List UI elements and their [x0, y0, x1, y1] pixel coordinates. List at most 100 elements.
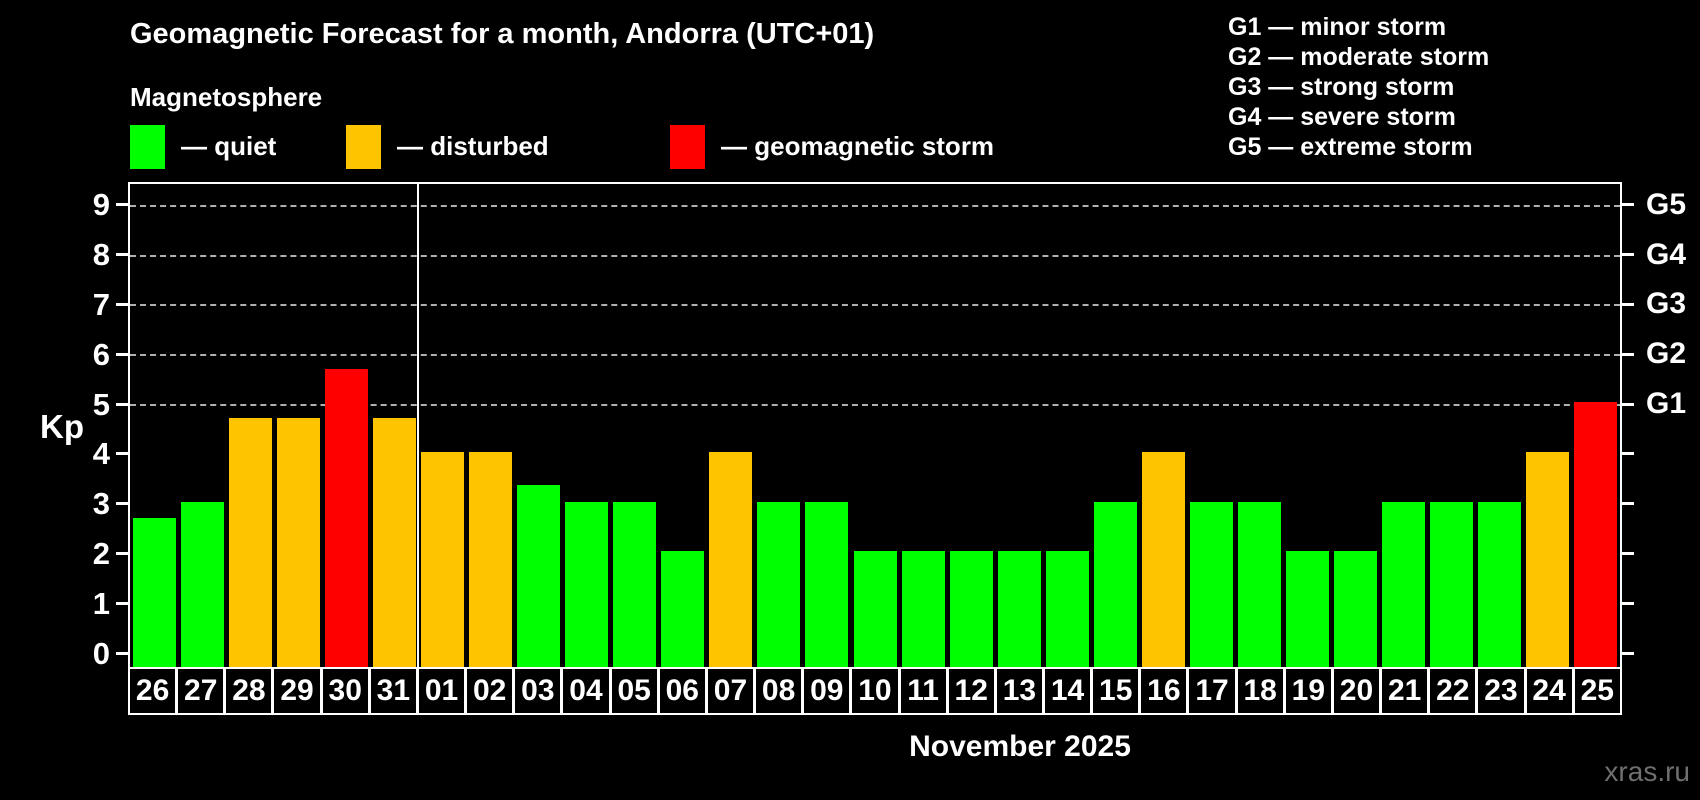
- g-axis-label-G4: G4: [1646, 237, 1687, 271]
- date-cell-16: 16: [1138, 669, 1186, 713]
- y-axis-label-6: 6: [92, 336, 110, 372]
- legend-item-disturbed: — disturbed: [346, 124, 549, 169]
- legend-disturbed-label: — disturbed: [397, 131, 549, 161]
- kp-bar-22: [1430, 501, 1474, 667]
- date-cell-01: 01: [415, 669, 464, 713]
- y-axis-label-8: 8: [92, 237, 110, 273]
- date-cell-02: 02: [464, 669, 512, 713]
- kp-bar-23: [1478, 501, 1522, 667]
- kp-bar-31: [372, 418, 416, 667]
- date-cell-18: 18: [1234, 669, 1283, 713]
- y-axis-tick-7: [116, 302, 128, 306]
- y-axis-label-0: 0: [92, 635, 110, 671]
- kp-bar-10: [853, 551, 897, 667]
- right-axis-tick-7: [1622, 302, 1634, 306]
- kp-bar-25: [1574, 402, 1618, 667]
- y-axis-tick-4: [116, 452, 128, 456]
- g-axis-label-G3: G3: [1646, 287, 1687, 321]
- date-cell-29: 29: [271, 669, 319, 713]
- kp-bar-01: [420, 451, 464, 667]
- right-axis-tick-5: [1622, 402, 1634, 406]
- g3-legend-line: G3 — strong storm: [1228, 73, 1455, 101]
- kp-bar-19: [1286, 551, 1330, 667]
- gridline-kp8: [130, 254, 1620, 257]
- y-axis-tick-9: [116, 203, 128, 207]
- g-axis-label-G2: G2: [1646, 337, 1687, 371]
- kp-bar-27: [180, 501, 224, 667]
- date-cell-05: 05: [608, 669, 657, 713]
- date-cell-13: 13: [993, 669, 1042, 713]
- y-axis-tick-3: [116, 502, 128, 506]
- date-cell-28: 28: [223, 669, 271, 713]
- legend-item-quiet: — quiet: [130, 124, 276, 169]
- kp-bar-14: [1045, 551, 1089, 667]
- chart-title: Geomagnetic Forecast for a month, Andorr…: [130, 18, 875, 50]
- legend-quiet-label: — quiet: [181, 131, 277, 161]
- date-cell-03: 03: [512, 669, 560, 713]
- g5-legend-line: G5 — extreme storm: [1228, 133, 1473, 161]
- kp-bar-20: [1334, 551, 1378, 667]
- gridline-kp7: [130, 304, 1620, 307]
- right-axis-tick-6: [1622, 352, 1634, 356]
- x-axis-title: November 2025: [909, 730, 1131, 763]
- kp-bar-11: [901, 551, 945, 667]
- disturbed-color-swatch: [346, 124, 381, 169]
- g4-legend-line: G4 — severe storm: [1228, 103, 1456, 131]
- date-cell-08: 08: [753, 669, 801, 713]
- date-cell-15: 15: [1090, 669, 1138, 713]
- date-cell-07: 07: [704, 669, 753, 713]
- right-axis-tick-2: [1622, 551, 1634, 555]
- date-cell-19: 19: [1282, 669, 1331, 713]
- date-cell-21: 21: [1379, 669, 1427, 713]
- legend-storm-label: — geomagnetic storm: [721, 131, 995, 161]
- kp-bar-29: [276, 418, 320, 667]
- chart-subtitle: Magnetosphere: [130, 82, 323, 112]
- y-axis-tick-6: [116, 352, 128, 356]
- kp-bar-28: [228, 418, 272, 667]
- g-scale-legend: G1 — minor storm G2 — moderate storm G3 …: [1228, 12, 1489, 162]
- right-axis-tick-4: [1622, 452, 1634, 456]
- kp-bar-17: [1189, 501, 1233, 667]
- y-axis-label-9: 9: [92, 187, 110, 223]
- legend-item-storm: — geomagnetic storm: [670, 124, 994, 169]
- y-axis-tick-8: [116, 253, 128, 257]
- right-axis-tick-0: [1622, 651, 1634, 655]
- y-axis-tick-1: [116, 601, 128, 605]
- kp-bar-05: [613, 501, 657, 667]
- g-axis-label-G1: G1: [1646, 387, 1687, 420]
- gridline-kp9: [130, 204, 1620, 207]
- date-cell-14: 14: [1041, 669, 1090, 713]
- right-axis-tick-3: [1622, 502, 1634, 506]
- date-cell-23: 23: [1475, 669, 1523, 713]
- storm-color-swatch: [670, 124, 705, 169]
- kp-bar-02: [468, 451, 512, 667]
- y-axis-label-4: 4: [92, 436, 110, 472]
- y-axis-tick-5: [116, 402, 128, 406]
- date-cell-10: 10: [849, 669, 897, 713]
- date-cell-24: 24: [1523, 669, 1572, 713]
- y-axis-title: Kp: [40, 408, 84, 445]
- gridline-kp5: [130, 404, 1620, 406]
- date-cell-30: 30: [319, 669, 368, 713]
- y-axis-tick-0: [116, 651, 128, 655]
- right-axis-tick-8: [1622, 253, 1634, 257]
- date-cell-26: 26: [135, 674, 170, 707]
- right-axis-tick-1: [1622, 601, 1634, 605]
- gridline-kp6: [130, 354, 1620, 357]
- date-cell-04: 04: [560, 669, 608, 713]
- date-cell-20: 20: [1330, 669, 1379, 713]
- kp-bar-03: [517, 485, 561, 667]
- date-cell-22: 22: [1427, 669, 1475, 713]
- watermark: xras.ru: [1604, 756, 1690, 787]
- y-axis-label-1: 1: [92, 585, 110, 621]
- date-cell-25: 25: [1571, 669, 1620, 713]
- g2-legend-line: G2 — moderate storm: [1228, 43, 1490, 71]
- date-cell-31: 31: [367, 669, 416, 713]
- kp-bar-13: [997, 551, 1041, 667]
- kp-bar-09: [805, 501, 849, 667]
- date-cell-09: 09: [801, 669, 849, 713]
- y-axis-label-5: 5: [92, 386, 110, 422]
- kp-bar-07: [709, 451, 753, 667]
- kp-bar-18: [1238, 501, 1282, 667]
